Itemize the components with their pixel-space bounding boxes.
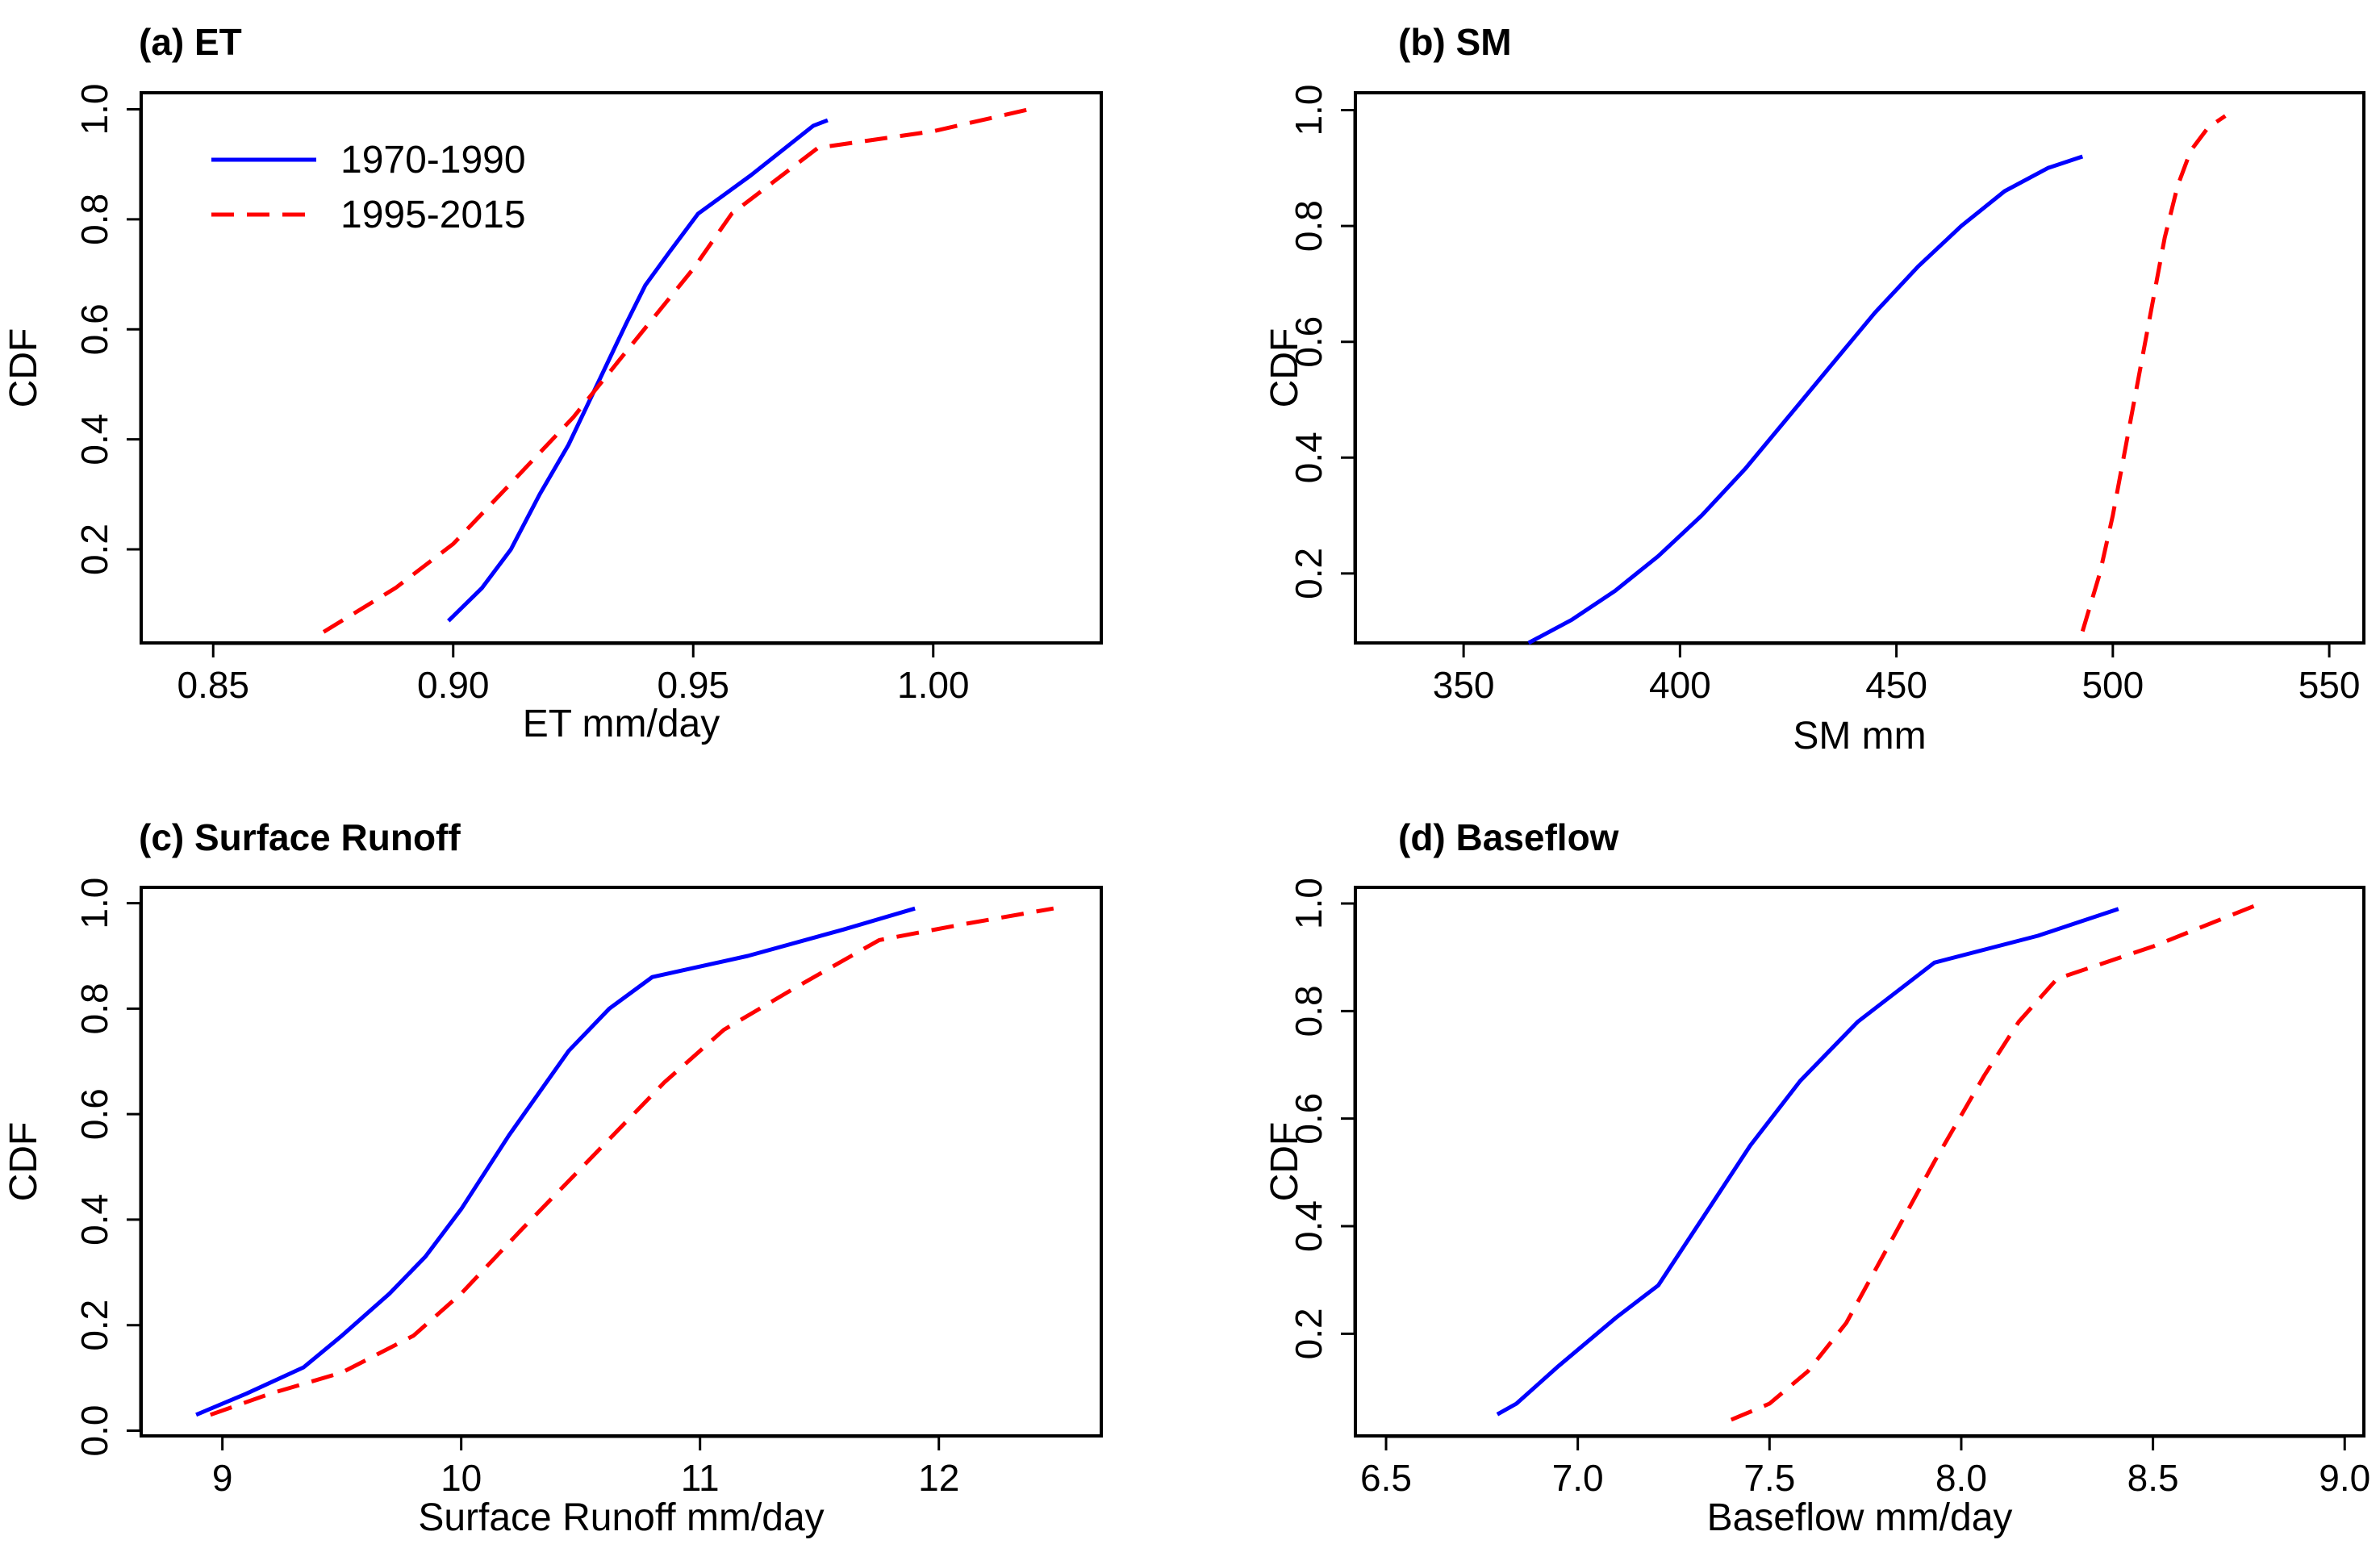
- x-tick-label: 7.0: [1552, 1457, 1604, 1499]
- y-axis-label: CDF: [2, 328, 45, 408]
- y-axis-label: CDF: [1263, 328, 1306, 408]
- panel-b: (b) SM 350 400 450 500 550 0.2 0.4 0.6 0.8 1.0 SM m…: [1263, 21, 2365, 757]
- series-line-1970-1990: [447, 118, 829, 623]
- x-axis-label: SM mm: [1793, 715, 1926, 757]
- x-tick-label: 12: [918, 1457, 959, 1499]
- y-tick-label: 0.2: [1288, 1308, 1330, 1359]
- series-line-1995-2015: [322, 107, 1030, 634]
- panel-c: (c) Surface Runoff 9 10 11 12 0.0 0.2 0.4 0.6 0.8…: [2, 816, 1103, 1539]
- chart-title: (d) Baseflow: [1398, 816, 1619, 858]
- series-line-1995-2015: [1730, 901, 2261, 1422]
- x-tick-label: 0.95: [657, 664, 729, 706]
- x-tick-label: 9.0: [2319, 1457, 2370, 1499]
- plot-frame: [1354, 886, 2365, 1438]
- series-line-1970-1990: [195, 906, 916, 1417]
- y-tick-label: 0.2: [73, 1300, 115, 1351]
- x-axis-label: ET mm/day: [523, 703, 720, 745]
- chart-title: (b) SM: [1398, 21, 1512, 63]
- y-tick-label: 1.0: [1288, 878, 1330, 929]
- y-axis-label: CDF: [2, 1122, 45, 1202]
- y-tick-label: 0.4: [73, 414, 115, 465]
- x-tick-label: 9: [212, 1457, 233, 1499]
- chart-title: (c) Surface Runoff: [139, 816, 461, 858]
- y-tick-label: 0.6: [73, 303, 115, 355]
- x-tick-label: 0.90: [417, 664, 490, 706]
- y-tick-label: 0.6: [1288, 316, 1330, 368]
- x-tick-label: 8.0: [1935, 1457, 1987, 1499]
- plot-frame: [1354, 91, 2365, 645]
- y-tick-label: 0.0: [73, 1404, 115, 1456]
- y-tick-label: 0.8: [1288, 200, 1330, 252]
- plot-frame: [140, 886, 1103, 1438]
- chart-title: (a) ET: [139, 21, 242, 63]
- plot-frame: [140, 91, 1103, 645]
- x-axis-label: Baseflow mm/day: [1707, 1496, 2013, 1539]
- panel-a: (a) ET 0.85 0.90 0.95 1.00 0.2 0.4 0.6 0.8 1.0 ET …: [2, 21, 1103, 745]
- y-tick-label: 0.6: [1288, 1093, 1330, 1145]
- x-tick-label: 8.5: [2127, 1457, 2179, 1499]
- y-tick-label: 0.2: [73, 524, 115, 575]
- panel-d: (d) Baseflow 6.5 7.0 7.5 8.0 8.5 9.0 0.2 0.4 0.6 0…: [1263, 816, 2370, 1539]
- legend-label: 1970-1990: [340, 139, 526, 182]
- x-tick-label: 450: [1865, 664, 1927, 706]
- y-tick-label: 0.4: [1288, 432, 1330, 483]
- y-tick-label: 0.2: [1288, 548, 1330, 599]
- y-tick-label: 0.6: [73, 1088, 115, 1140]
- x-tick-label: 500: [2081, 664, 2144, 706]
- x-tick-label: 7.5: [1743, 1457, 1795, 1499]
- series-line-1995-2015: [209, 906, 1054, 1417]
- x-tick-label: 1.00: [897, 664, 970, 706]
- x-tick-label: 0.85: [177, 664, 249, 706]
- series-line-1970-1990: [1527, 154, 2084, 645]
- y-tick-label: 1.0: [1288, 85, 1330, 136]
- x-tick-label: 350: [1433, 664, 1495, 706]
- y-tick-label: 0.8: [73, 194, 115, 245]
- y-tick-label: 0.8: [1288, 985, 1330, 1037]
- series-line-1970-1990: [1496, 907, 2119, 1417]
- y-tick-label: 0.8: [73, 983, 115, 1034]
- y-axis-label: CDF: [1263, 1122, 1306, 1202]
- x-tick-label: 10: [441, 1457, 482, 1499]
- x-tick-label: 6.5: [1360, 1457, 1412, 1499]
- y-tick-label: 1.0: [73, 878, 115, 929]
- x-tick-label: 400: [1649, 664, 1711, 706]
- y-tick-label: 0.4: [1288, 1200, 1330, 1252]
- legend-label: 1995-2015: [340, 194, 526, 236]
- series-line-1995-2015: [2080, 114, 2227, 632]
- x-tick-label: 11: [681, 1457, 720, 1499]
- x-tick-label: 550: [2299, 664, 2361, 706]
- y-tick-label: 0.4: [73, 1194, 115, 1246]
- x-axis-label: Surface Runoff mm/day: [418, 1496, 824, 1539]
- y-tick-label: 1.0: [73, 83, 115, 135]
